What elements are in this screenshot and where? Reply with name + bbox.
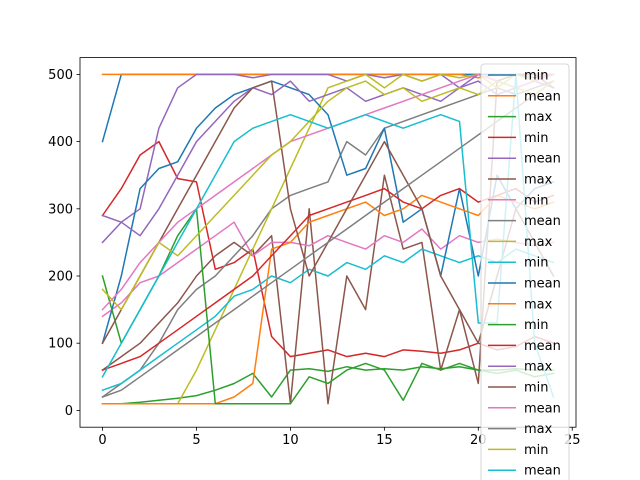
x-tick-label: 10 — [282, 433, 299, 448]
legend-entry-label: max — [524, 173, 553, 188]
series-line-11-mean — [101, 80, 555, 345]
series-line-7-min — [101, 221, 555, 318]
legend-entry-label: mean — [524, 89, 561, 104]
x-tick-label: 5 — [192, 433, 200, 448]
legend-entry-label: max — [524, 422, 553, 437]
y-tick-label: 500 — [48, 68, 73, 83]
series-line-12-max — [101, 194, 555, 405]
legend-entry-label: min — [524, 193, 549, 208]
axes-frame — [79, 57, 577, 428]
legend-entry-label: mean — [524, 152, 561, 167]
legend-entry-label: mean — [524, 339, 561, 354]
y-tick-label: 300 — [48, 202, 73, 217]
legend-entry-label: min — [524, 69, 549, 84]
series-line-6-max — [101, 73, 555, 405]
legend: min mean max min mean max min mean max min mean max… — [480, 63, 570, 480]
legend-entry-label: max — [524, 235, 553, 250]
legend-entry-label: max — [524, 110, 553, 125]
legend-entry-label: min — [524, 381, 549, 396]
series-line-19-min — [101, 80, 555, 311]
legend-entry-label: mean — [524, 401, 561, 416]
series-line-18-max — [101, 80, 555, 398]
y-tick-label: 200 — [48, 270, 73, 285]
legend-entry-label: min — [524, 318, 549, 333]
series-line-13-min — [101, 208, 555, 405]
y-tick-label: 0 — [65, 404, 73, 419]
series-line-10-min — [101, 248, 555, 392]
series-line-15-max — [101, 80, 555, 244]
series-line-20-mean — [101, 73, 555, 398]
legend-entry-label: min — [524, 443, 549, 458]
x-tick-label: 0 — [98, 433, 106, 448]
legend-entry-label: min — [524, 256, 549, 271]
legend-entry-label: mean — [524, 464, 561, 479]
legend-entry-label: max — [524, 297, 553, 312]
legend-entry-label: max — [524, 360, 553, 375]
x-tick-label: 15 — [376, 433, 393, 448]
legend-entry-label: mean — [524, 214, 561, 229]
plot-area — [101, 73, 555, 405]
series-line-14-mean — [101, 187, 555, 372]
y-tick-label: 100 — [48, 337, 73, 352]
y-tick-label: 400 — [48, 135, 73, 150]
legend-entry-label: mean — [524, 277, 561, 292]
legend-entry-label: min — [524, 131, 549, 146]
legend-box — [480, 63, 570, 480]
